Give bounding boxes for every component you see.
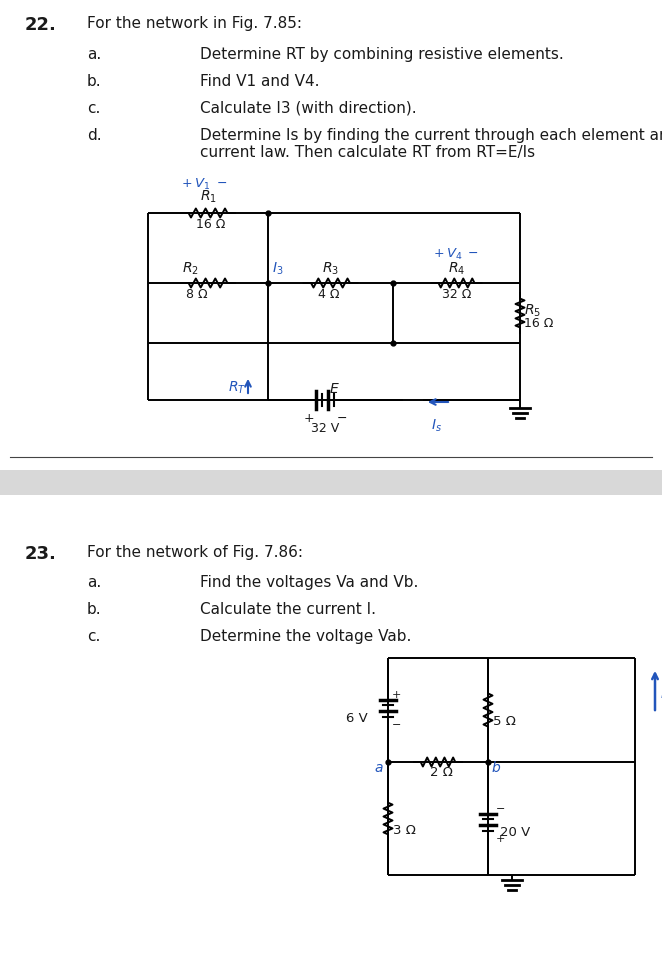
Text: −: −: [337, 412, 348, 425]
Text: 5 Ω: 5 Ω: [493, 715, 516, 728]
Text: 6 V: 6 V: [346, 712, 368, 725]
Text: $R_4$: $R_4$: [448, 261, 465, 277]
Text: +: +: [392, 690, 401, 700]
Text: $I$: $I$: [660, 686, 662, 702]
Text: $E$: $E$: [329, 382, 340, 396]
Text: 2 Ω: 2 Ω: [430, 766, 453, 779]
Text: −: −: [496, 803, 505, 814]
Text: Determine Is by finding the current through each element and then applying Kirch: Determine Is by finding the current thro…: [200, 128, 662, 143]
Text: $R_5$: $R_5$: [524, 303, 541, 319]
Text: 20 V: 20 V: [500, 825, 530, 838]
Text: 16 Ω: 16 Ω: [196, 218, 225, 231]
Text: 22.: 22.: [25, 16, 57, 34]
Text: a: a: [374, 761, 383, 775]
Text: b: b: [491, 761, 500, 775]
Text: d.: d.: [87, 128, 102, 143]
Text: 16 Ω: 16 Ω: [524, 317, 553, 330]
Text: $I_3$: $I_3$: [272, 261, 283, 277]
Text: a.: a.: [87, 575, 101, 590]
Text: +: +: [496, 834, 505, 843]
Text: Determine the voltage Vab.: Determine the voltage Vab.: [200, 629, 411, 644]
Text: Find the voltages Va and Vb.: Find the voltages Va and Vb.: [200, 575, 418, 590]
Text: −: −: [465, 247, 479, 260]
Text: b.: b.: [87, 74, 102, 89]
Bar: [0, 470, 662, 495]
Text: −: −: [392, 720, 401, 730]
Text: For the network of Fig. 7.86:: For the network of Fig. 7.86:: [87, 545, 303, 560]
Text: Determine RT by combining resistive elements.: Determine RT by combining resistive elem…: [200, 47, 564, 62]
Text: −: −: [213, 177, 228, 190]
Text: Calculate the current I.: Calculate the current I.: [200, 602, 376, 617]
Text: $R_T$: $R_T$: [228, 380, 246, 396]
Text: 23.: 23.: [25, 545, 57, 563]
Text: +: +: [182, 177, 197, 190]
Text: 32 V: 32 V: [311, 422, 339, 435]
Text: c.: c.: [87, 101, 101, 116]
Text: +: +: [304, 412, 314, 425]
Text: Calculate I3 (with direction).: Calculate I3 (with direction).: [200, 101, 416, 116]
Text: 4 Ω: 4 Ω: [318, 288, 340, 301]
Text: $V_4$: $V_4$: [446, 247, 463, 262]
Text: 32 Ω: 32 Ω: [442, 288, 472, 301]
Text: b.: b.: [87, 602, 102, 617]
Text: $R_2$: $R_2$: [182, 261, 199, 277]
Text: $V_1$: $V_1$: [194, 177, 210, 192]
Text: $R_3$: $R_3$: [322, 261, 340, 277]
Text: 8 Ω: 8 Ω: [186, 288, 208, 301]
Text: For the network in Fig. 7.85:: For the network in Fig. 7.85:: [87, 16, 302, 31]
Text: a.: a.: [87, 47, 101, 62]
Text: c.: c.: [87, 629, 101, 644]
Text: $I_s$: $I_s$: [431, 418, 442, 435]
Text: $R_1$: $R_1$: [200, 189, 217, 205]
Text: +: +: [434, 247, 449, 260]
Text: Find V1 and V4.: Find V1 and V4.: [200, 74, 320, 89]
Text: 3 Ω: 3 Ω: [393, 823, 416, 837]
Text: current law. Then calculate RT from RT=E/Is: current law. Then calculate RT from RT=E…: [200, 145, 535, 160]
